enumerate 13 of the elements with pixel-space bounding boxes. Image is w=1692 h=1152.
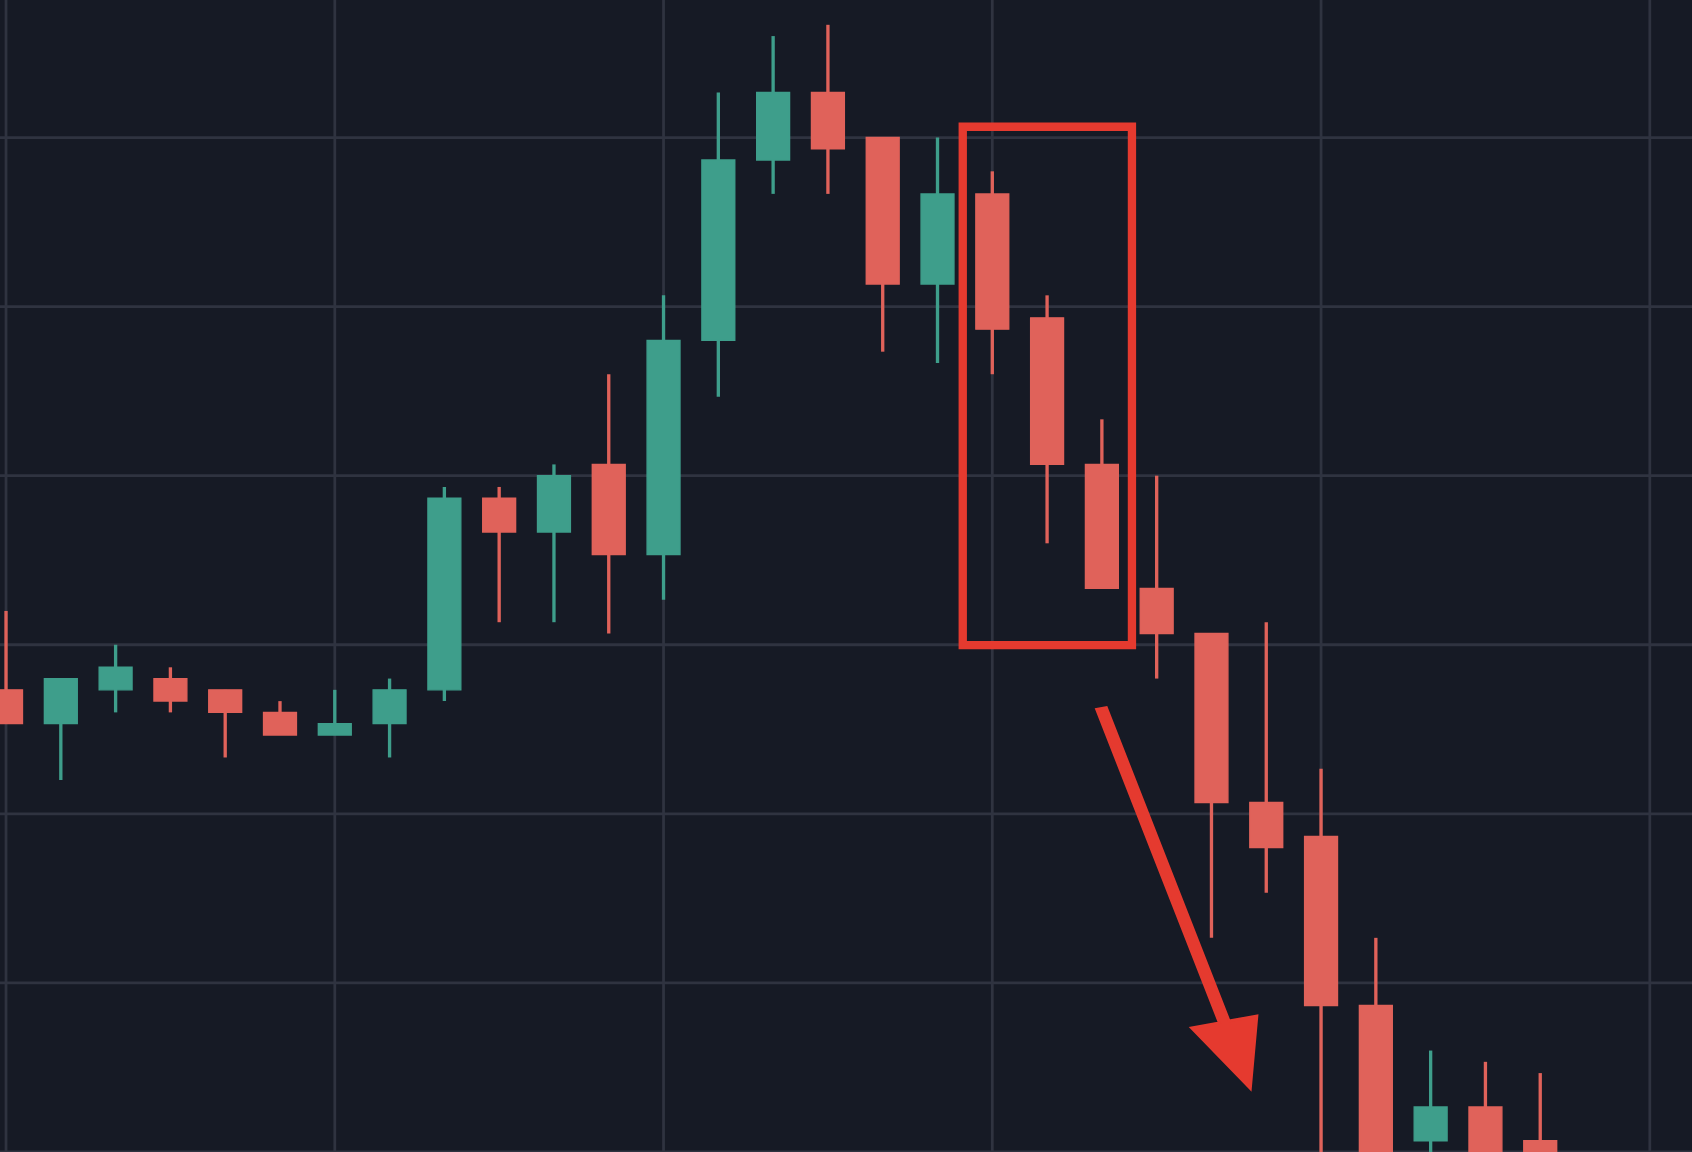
candlestick — [372, 676, 407, 760]
candlestick — [317, 688, 352, 737]
candlestick — [153, 665, 188, 715]
candlestick — [1468, 1060, 1503, 1152]
candlestick — [98, 643, 133, 715]
candlestick — [1249, 620, 1284, 895]
candlestick — [43, 676, 78, 782]
candlestick — [262, 699, 298, 737]
candlestick — [1523, 1071, 1558, 1152]
candlestick — [1139, 474, 1174, 681]
candlestick — [482, 485, 517, 624]
candlestick — [1413, 1048, 1448, 1152]
candlestick — [208, 688, 243, 760]
